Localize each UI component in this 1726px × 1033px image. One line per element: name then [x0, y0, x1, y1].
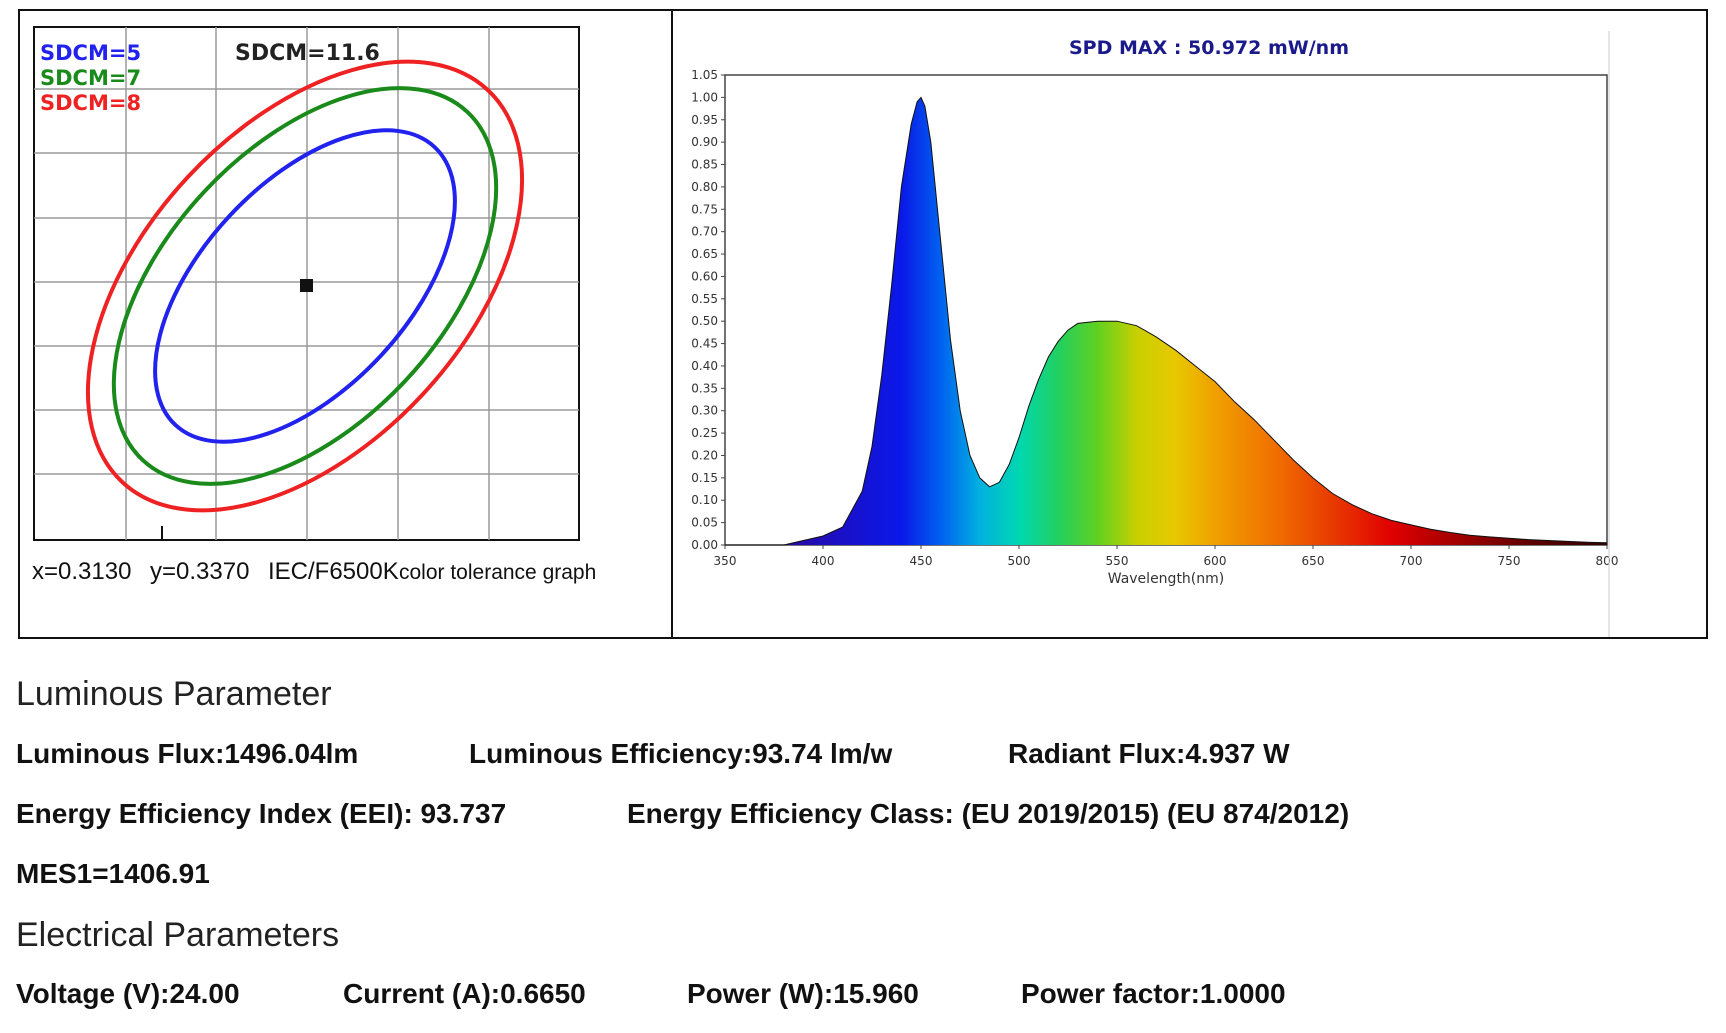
spd-y-axis: 0.00 0.05 0.10 0.15 0.20 0.25 0.30 0.35 0.40 0.45…: [691, 68, 725, 552]
x-tick-label: 450: [910, 554, 933, 568]
voltage: Voltage (V):24.00: [16, 978, 240, 1009]
sdcm-8-ellipse: [85, 59, 525, 513]
y-tick-label: 0.40: [691, 359, 718, 373]
x-tick-label: 800: [1596, 554, 1619, 568]
sdcm-7-ellipse: [111, 86, 499, 486]
y-tick-label: 0.45: [691, 337, 718, 351]
legend-sdcm-5: SDCM=5: [40, 41, 141, 65]
y-tick-label: 0.65: [691, 247, 718, 261]
x-tick-label: 400: [812, 554, 835, 568]
x-tick-label: 600: [1204, 554, 1227, 568]
panel-divider: [671, 11, 673, 637]
current: Current (A):0.6650: [343, 978, 586, 1009]
x-tick-label: 500: [1008, 554, 1031, 568]
spd-x-axis-label: Wavelength(nm): [1108, 571, 1224, 587]
y-tick-label: 0.60: [691, 269, 718, 283]
radiant-flux: Radiant Flux:4.937 W: [1008, 738, 1290, 769]
chart-frame: SDCM=5 SDCM=7 SDCM=8 SDCM=11.6 x=0.3130 …: [18, 9, 1708, 639]
y-tick-label: 0.25: [691, 426, 718, 440]
mes1-value: MES1=1406.91: [16, 858, 210, 889]
energy-efficiency-index: Energy Efficiency Index (EEI): 93.737: [16, 798, 507, 829]
spd-series-line: [725, 96, 1608, 546]
legend-sdcm-7: SDCM=7: [40, 66, 141, 90]
y-tick-label: 0.35: [691, 381, 718, 395]
x-tick-label: 550: [1106, 554, 1129, 568]
y-tick-label: 0.10: [691, 493, 718, 507]
luminous-efficiency: Luminous Efficiency:93.74 lm/w: [469, 738, 893, 769]
measured-sdcm-label: SDCM=11.6: [235, 41, 380, 66]
spd-chart-title: SPD MAX : 50.972 mW/nm: [1069, 37, 1349, 59]
legend-sdcm-8: SDCM=8: [40, 91, 141, 115]
energy-efficiency-class: Energy Efficiency Class: (EU 2019/2015) …: [627, 798, 1350, 829]
x-coordinate-label: x=0.3130: [32, 558, 131, 585]
y-tick-label: 0.20: [691, 448, 718, 462]
y-tick-label: 0.95: [691, 113, 718, 127]
spd-series-area: [725, 97, 1607, 546]
luminous-parameter-title: Luminous Parameter: [16, 675, 332, 713]
y-coordinate-label: y=0.3370: [150, 558, 249, 585]
y-tick-label: 0.00: [691, 538, 718, 552]
y-tick-label: 0.90: [691, 135, 718, 149]
x-tick-label: 650: [1302, 554, 1325, 568]
x-tick-label: 700: [1400, 554, 1423, 568]
y-tick-label: 0.80: [691, 180, 718, 194]
x-tick-label: 750: [1498, 554, 1521, 568]
y-tick-label: 0.75: [691, 202, 718, 216]
y-tick-label: 0.05: [691, 516, 718, 530]
color-tolerance-graph: SDCM=5 SDCM=7 SDCM=8 SDCM=11.6 x=0.3130 …: [32, 26, 596, 585]
y-tick-label: 0.30: [691, 404, 718, 418]
y-tick-label: 0.55: [691, 292, 718, 306]
standard-label: IEC/F6500K: [268, 558, 399, 585]
spd-chart: SPD MAX : 50.972 mW/nm 0.000.050.100.150…: [691, 31, 1619, 637]
graph-caption: color tolerance graph: [399, 561, 596, 584]
spd-x-axis: 350 400 450 500 550 600 650 700 750 800: [714, 545, 1619, 568]
electrical-parameters-title: Electrical Parameters: [16, 916, 340, 954]
y-tick-label: 0.70: [691, 225, 718, 239]
x-tick-label: 350: [714, 554, 737, 568]
sdcm-5-ellipse: [153, 128, 457, 444]
y-tick-label: 1.05: [691, 68, 718, 82]
y-tick-label: 1.00: [691, 90, 718, 104]
center-point-marker: [300, 279, 313, 292]
y-tick-label: 0.50: [691, 314, 718, 328]
power-factor: Power factor:1.0000: [1021, 978, 1286, 1009]
y-tick-label: 0.15: [691, 471, 718, 485]
power: Power (W):15.960: [687, 978, 919, 1009]
y-tick-label: 0.85: [691, 158, 718, 172]
luminous-flux: Luminous Flux:1496.04lm: [16, 738, 359, 769]
